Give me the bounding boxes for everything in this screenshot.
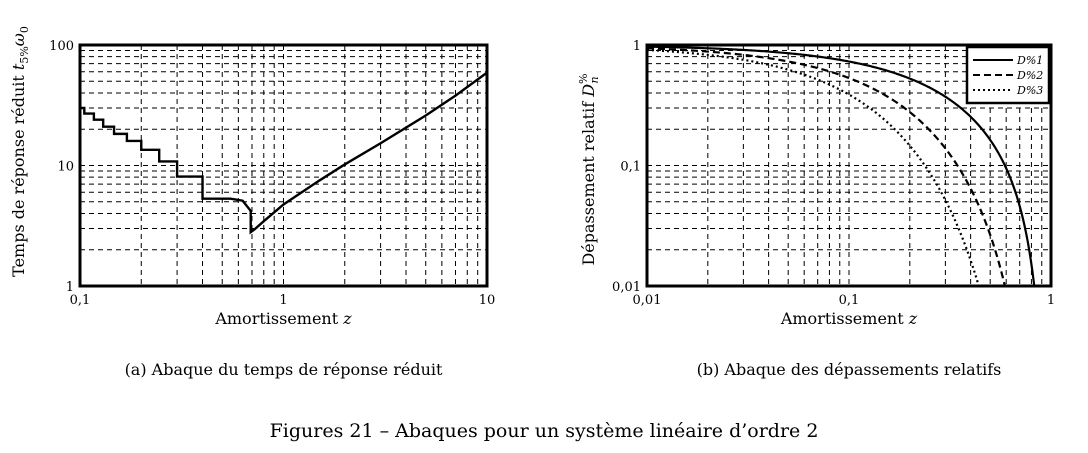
chart-b-legend-label: D%1	[1016, 54, 1043, 67]
chart-b-plot-frame	[645, 43, 1053, 288]
chart-a-grid	[80, 45, 487, 286]
chart-b-y-axis-subscript: n	[588, 76, 601, 83]
chart-b-legend-label: D%2	[1016, 69, 1043, 82]
chart-a-y-axis-label: Temps de réponse réduit t5%ω0	[9, 26, 31, 277]
chart-b-tick-labels: 0,01 0,1 1 0,01 0,1 1	[612, 39, 1055, 308]
chart-a-y-tick-label: 10	[57, 160, 74, 175]
chart-a-curves	[80, 71, 488, 235]
chart-b-y-tick-label: 0,1	[620, 160, 641, 175]
chart-a-y-axis-omega: ω	[9, 33, 28, 46]
chart-b-series-Dpct1	[646, 45, 1036, 287]
a-x-axis-variable: z	[342, 309, 352, 328]
chart-b-y-axis-label: Dépassement relatif D%n	[577, 73, 601, 265]
chart-a-x-tick-label: 10	[479, 293, 496, 308]
chart-a-x-tick-label: 0,1	[70, 293, 91, 308]
chart-a-series-line	[80, 71, 488, 235]
b-x-axis-variable: z	[908, 309, 918, 328]
chart-a-y-axis-subscript: 0	[18, 26, 31, 33]
chart-b-legend: D%1 D%2 D%3	[965, 45, 1051, 105]
chart-b-y-tick-label: 1	[633, 39, 641, 54]
chart-b-curves	[646, 45, 1036, 287]
figure-caption: Figures 21 – Abaques pour un système lin…	[270, 420, 819, 442]
chart-a-caption: (a) Abaque du temps de réponse réduit	[125, 360, 443, 379]
chart-b-series-Dpct2	[646, 47, 1006, 287]
chart-b-y-axis-superscript: %	[577, 73, 590, 83]
chart-a-x-tick-label: 1	[279, 293, 287, 308]
chart-b-caption: (b) Abaque des dépassements relatifs	[697, 360, 1002, 379]
chart-b-x-tick-label: 0,1	[839, 293, 860, 308]
chart-b-x-axis-label: Amortissement z	[780, 309, 918, 328]
chart-b-x-tick-label: 1	[1047, 293, 1055, 308]
chart-a-y-axis-symbol: t	[9, 63, 28, 70]
chart-b-y-axis-symbol: D	[579, 84, 598, 98]
chart-a-y-tick-label: 1	[66, 280, 74, 295]
chart-a-x-axis-label: Amortissement z	[214, 309, 352, 328]
chart-a-y-axis-subscript: 5%	[18, 46, 31, 63]
chart-b-legend-label: D%3	[1016, 84, 1043, 97]
chart-b-y-tick-label: 0,01	[612, 280, 641, 295]
chart-b-series-Dpct3	[646, 48, 980, 287]
chart-b-x-tick-label: 0,01	[633, 293, 662, 308]
chart-b-overshoot: D%1 D%2 D%3 0,01 0,1 1 0,01 0,1 1 Amortissement…	[577, 39, 1055, 379]
chart-a-plot-frame	[78, 43, 489, 288]
chart-a-y-tick-label: 100	[49, 39, 74, 54]
